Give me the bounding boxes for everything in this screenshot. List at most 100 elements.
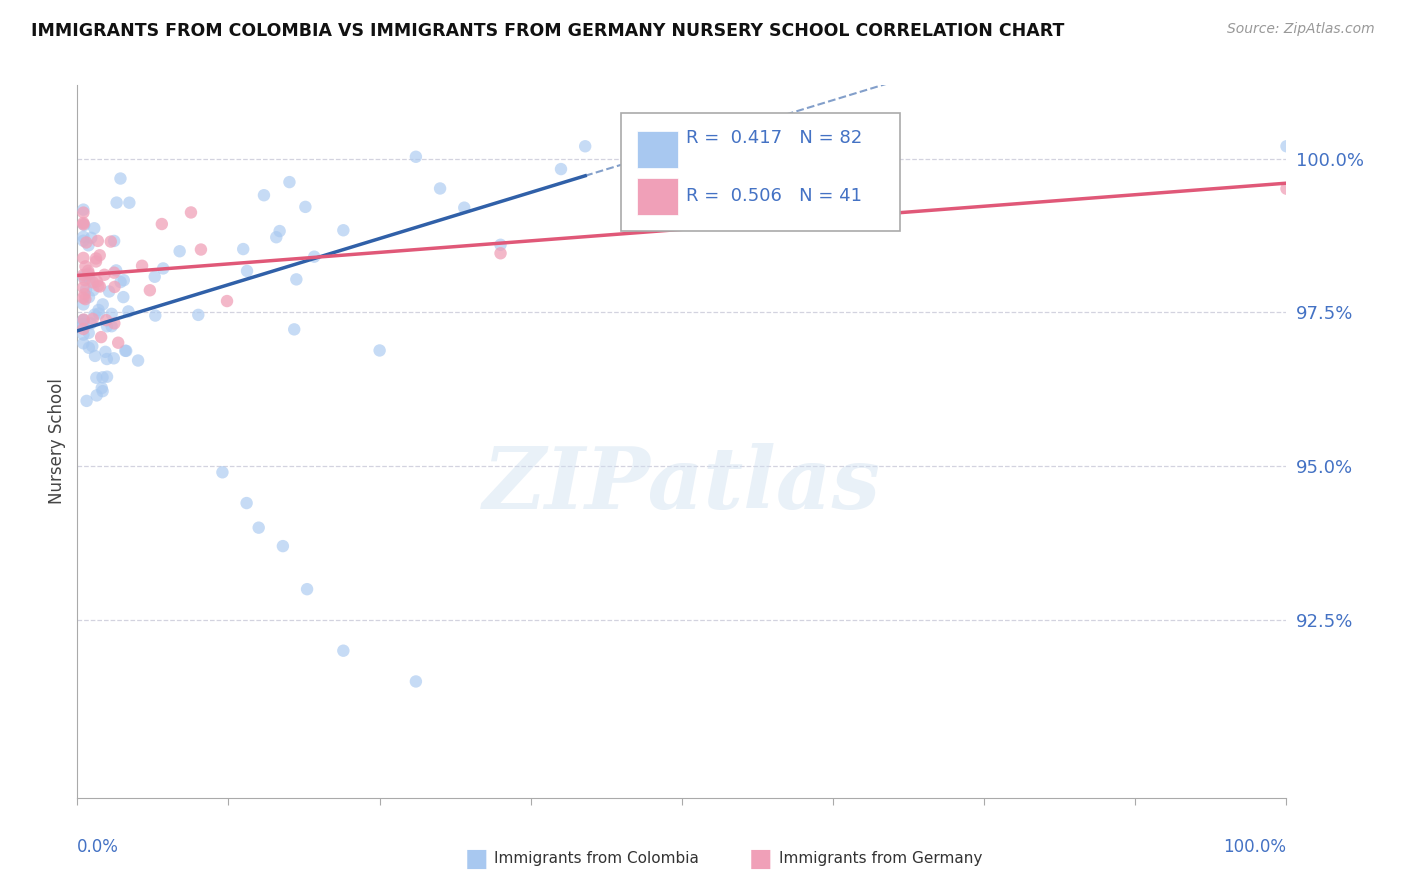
Point xyxy=(143,309,166,323)
Point xyxy=(93,268,115,282)
Point xyxy=(73,273,96,287)
Point xyxy=(271,539,294,553)
Text: IMMIGRANTS FROM COLOMBIA VS IMMIGRANTS FROM GERMANY NURSERY SCHOOL CORRELATION C: IMMIGRANTS FROM COLOMBIA VS IMMIGRANTS F… xyxy=(31,22,1064,40)
Point xyxy=(1275,182,1298,196)
Text: 0.0%: 0.0% xyxy=(77,838,120,855)
Point xyxy=(72,322,94,336)
Point xyxy=(77,326,100,340)
Point xyxy=(169,244,191,259)
FancyBboxPatch shape xyxy=(637,131,678,169)
Point xyxy=(283,322,305,336)
Point xyxy=(84,254,107,268)
Point xyxy=(103,234,125,248)
Point xyxy=(72,280,94,294)
Point xyxy=(72,269,94,284)
Point xyxy=(72,202,94,217)
Point xyxy=(91,384,114,399)
Point xyxy=(72,217,94,231)
Point xyxy=(235,496,257,510)
Point xyxy=(87,307,110,321)
Point xyxy=(671,196,693,211)
Point xyxy=(118,195,141,210)
Point xyxy=(86,388,108,402)
Point xyxy=(792,139,814,153)
Point xyxy=(87,303,110,318)
Point xyxy=(180,205,202,219)
Point xyxy=(105,195,128,210)
Text: ■: ■ xyxy=(748,847,772,871)
Point xyxy=(72,297,94,311)
Point xyxy=(332,223,354,237)
Point xyxy=(332,643,354,657)
Point xyxy=(278,175,301,189)
Point xyxy=(671,139,693,153)
Point xyxy=(94,344,117,359)
Text: Immigrants from Germany: Immigrants from Germany xyxy=(779,852,981,866)
Point xyxy=(150,217,173,231)
Point xyxy=(91,297,114,311)
Point xyxy=(100,235,122,249)
Point xyxy=(152,261,174,276)
Point xyxy=(87,234,110,248)
Point xyxy=(247,521,270,535)
Point xyxy=(110,275,132,289)
Y-axis label: Nursery School: Nursery School xyxy=(48,378,66,505)
Point xyxy=(96,369,118,384)
Point xyxy=(77,290,100,304)
Point xyxy=(72,234,94,248)
Point xyxy=(405,150,427,164)
Point xyxy=(211,465,233,479)
Point xyxy=(110,171,132,186)
Point xyxy=(72,317,94,331)
Point xyxy=(232,242,254,256)
FancyBboxPatch shape xyxy=(637,178,678,215)
Point xyxy=(72,313,94,327)
Point xyxy=(86,370,108,384)
Text: ■: ■ xyxy=(464,847,488,871)
Point xyxy=(368,343,391,358)
Point xyxy=(72,336,94,351)
Point xyxy=(107,335,129,350)
Point xyxy=(82,283,104,297)
Point xyxy=(73,218,96,232)
Point xyxy=(453,201,475,215)
Point xyxy=(489,246,512,260)
Point xyxy=(114,343,136,358)
Text: ZIPatlas: ZIPatlas xyxy=(482,442,882,526)
Point xyxy=(294,200,316,214)
Point xyxy=(89,248,111,262)
Point xyxy=(489,237,512,252)
Point xyxy=(405,674,427,689)
Point xyxy=(215,294,238,309)
Point xyxy=(269,224,291,238)
Point xyxy=(72,251,94,265)
Point xyxy=(73,312,96,326)
Point xyxy=(84,252,107,266)
Point xyxy=(96,313,118,327)
Point xyxy=(90,330,112,344)
Point xyxy=(77,268,100,282)
Point xyxy=(72,313,94,327)
Point xyxy=(89,279,111,293)
Text: R =  0.417   N = 82: R = 0.417 N = 82 xyxy=(686,129,862,147)
Point xyxy=(82,275,104,289)
Point xyxy=(253,188,276,202)
Point xyxy=(76,393,98,408)
Point xyxy=(72,205,94,219)
Point xyxy=(82,312,104,326)
Point xyxy=(139,283,162,297)
Point xyxy=(75,292,97,306)
FancyBboxPatch shape xyxy=(621,113,900,231)
Point xyxy=(72,291,94,305)
Point xyxy=(75,235,97,250)
Point xyxy=(72,318,94,333)
Point xyxy=(73,287,96,301)
Point xyxy=(103,266,125,280)
Point xyxy=(266,230,288,244)
Text: R =  0.506   N = 41: R = 0.506 N = 41 xyxy=(686,187,862,205)
Point xyxy=(96,351,118,366)
Point xyxy=(96,319,118,334)
Point xyxy=(75,260,97,274)
Point xyxy=(731,139,754,153)
Text: Source: ZipAtlas.com: Source: ZipAtlas.com xyxy=(1227,22,1375,37)
